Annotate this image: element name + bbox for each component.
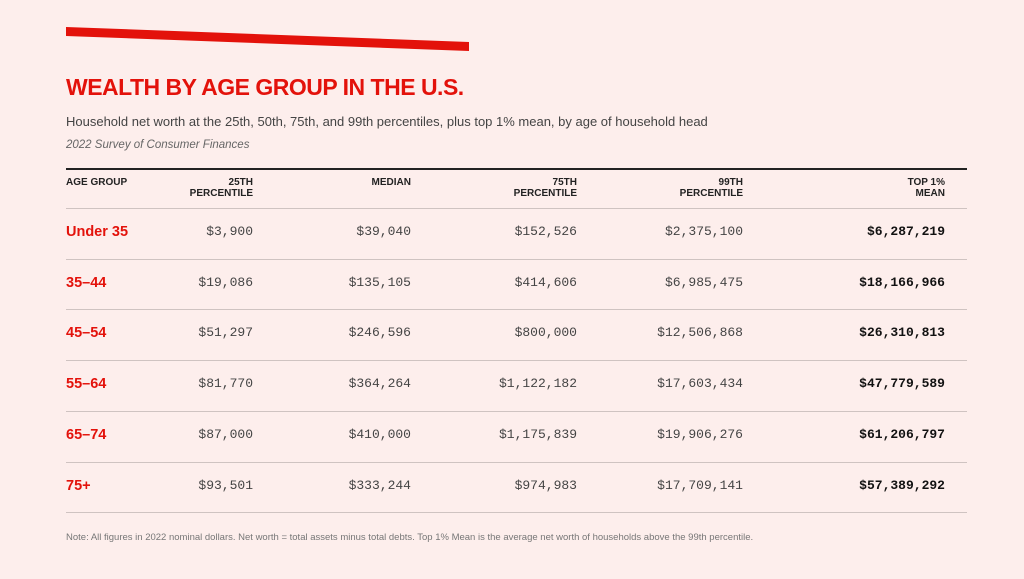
row-rule <box>66 309 967 311</box>
cell: $3,900 <box>206 224 253 239</box>
cell: $152,526 <box>514 224 577 239</box>
row-rule <box>66 258 967 260</box>
header-rule <box>66 208 967 209</box>
cell: $81,770 <box>198 376 253 392</box>
cell: $39,040 <box>356 224 411 239</box>
cell: $61,206,797 <box>859 426 945 442</box>
cell: $18,166,966 <box>859 274 945 290</box>
note: Note: All figures in 2022 nominal dollar… <box>66 532 754 543</box>
cell: $414,606 <box>514 274 577 290</box>
row-label: 65–74 <box>66 426 107 443</box>
cell: $12,506,868 <box>657 325 743 341</box>
column-header: MEDIAN <box>371 177 411 188</box>
cell: $364,264 <box>348 376 411 392</box>
cell: $19,906,276 <box>657 426 743 442</box>
row-label: 75+ <box>66 477 91 494</box>
cell: $2,375,100 <box>664 224 743 239</box>
column-header: TOP 1% MEAN <box>907 177 945 199</box>
cell: $135,105 <box>348 274 411 290</box>
column-header: 25TH PERCENTILE <box>189 177 253 199</box>
cell: $800,000 <box>514 325 577 341</box>
row-rule <box>66 461 967 463</box>
cell: $17,603,434 <box>657 376 743 392</box>
cell: $6,287,219 <box>866 224 945 239</box>
cell: $17,709,141 <box>657 477 743 493</box>
table-top-rule <box>66 168 967 170</box>
cell: $410,000 <box>348 426 411 442</box>
subtitle: Household net worth at the 25th, 50th, 7… <box>66 114 708 129</box>
cell: $87,000 <box>198 426 253 442</box>
source: 2022 Survey of Consumer Finances <box>66 139 250 151</box>
row-label: 45–54 <box>66 325 107 342</box>
cell: $93,501 <box>198 477 253 493</box>
cell: $19,086 <box>198 274 253 290</box>
column-header: AGE GROUP <box>66 177 128 188</box>
cell: $333,244 <box>348 477 411 493</box>
cell: $246,596 <box>348 325 411 341</box>
row-rule <box>66 360 967 362</box>
column-header: 99TH PERCENTILE <box>679 177 743 199</box>
column-header: 75TH PERCENTILE <box>513 177 577 199</box>
cell: $1,175,839 <box>498 426 577 442</box>
row-rule <box>66 512 967 514</box>
cell: $57,389,292 <box>859 477 945 493</box>
cell: $51,297 <box>198 325 253 341</box>
cell: $47,779,589 <box>859 376 945 392</box>
row-label: Under 35 <box>66 224 129 240</box>
cell: $1,122,182 <box>498 376 577 392</box>
accent-bar <box>66 27 469 51</box>
cell: $26,310,813 <box>859 325 945 341</box>
cell: $974,983 <box>514 477 577 493</box>
row-label: 55–64 <box>66 376 107 393</box>
cell: $6,985,475 <box>664 274 743 290</box>
row-rule <box>66 410 967 412</box>
row-label: 35–44 <box>66 274 107 291</box>
title: WEALTH BY AGE GROUP IN THE U.S. <box>66 74 464 100</box>
